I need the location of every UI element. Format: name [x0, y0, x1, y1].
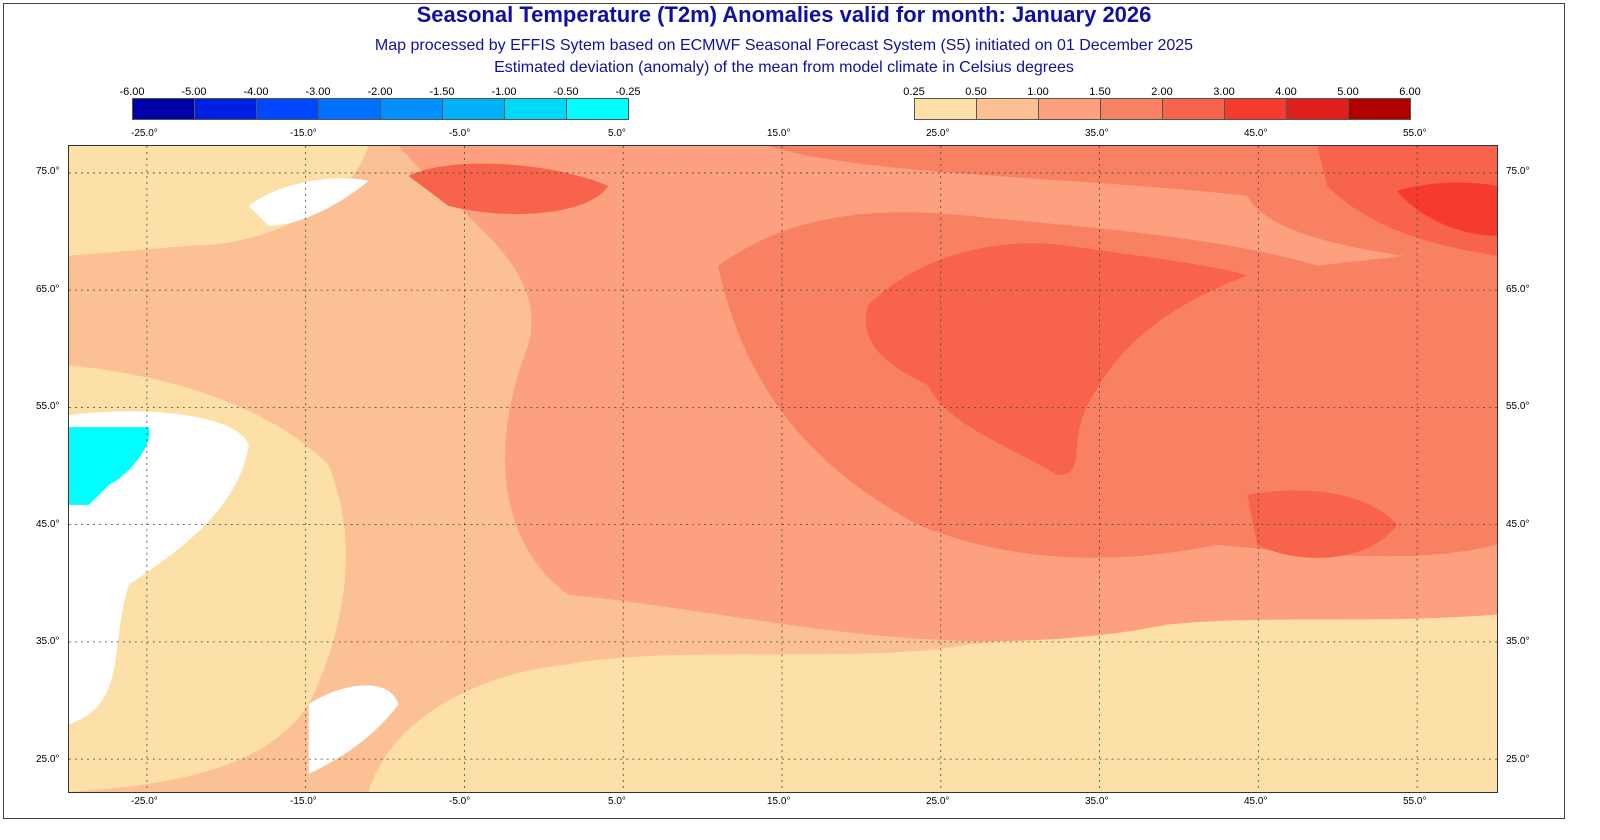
near-zero-greenland — [248, 178, 369, 226]
legend-negative-anomalies — [132, 98, 629, 120]
latitude-label: 55.0° — [36, 401, 60, 413]
anomaly-0.25-0.5-greenland — [69, 146, 369, 256]
latitude-label: 25.0° — [1506, 754, 1530, 765]
legend-label: -1.00 — [491, 86, 517, 98]
latitude-label: 65.0° — [1506, 283, 1530, 295]
legend-swatch — [318, 98, 381, 120]
legend-label: -2.00 — [367, 86, 393, 98]
legend-label: -5.00 — [181, 86, 207, 98]
legend-label: -4.00 — [243, 86, 269, 98]
longitude-label: 35.0° — [1085, 128, 1109, 139]
legend-swatch — [256, 98, 319, 120]
legend-label: -3.00 — [305, 86, 331, 98]
latitude-label: 75.0° — [1506, 166, 1530, 177]
legend-label: 2.00 — [1151, 86, 1173, 98]
legend-label: -1.50 — [429, 86, 455, 98]
longitude-label: 55.0° — [1403, 128, 1427, 139]
anomaly-negative-atlantic — [69, 427, 150, 505]
legend-label: 0.25 — [903, 86, 925, 98]
longitude-label: 25.0° — [926, 128, 950, 139]
legend-swatch — [380, 98, 443, 120]
legend-label: -0.25 — [615, 86, 641, 98]
legend-swatch — [1286, 98, 1349, 120]
legend-swatch — [914, 98, 977, 120]
legend-label: 3.00 — [1213, 86, 1235, 98]
anomaly-3.0-4.0-barents — [1397, 182, 1497, 236]
outer-frame — [3, 3, 1565, 819]
legend-swatch — [504, 98, 567, 120]
latitude-label: 45.0° — [1506, 518, 1530, 530]
longitude-label: 5.0° — [608, 128, 626, 139]
legend-swatch — [132, 98, 195, 120]
latitude-label: 65.0° — [36, 283, 60, 295]
legend-label: 0.50 — [965, 86, 987, 98]
legend-label: 6.00 — [1399, 86, 1421, 98]
longitude-label: -15.0° — [290, 796, 317, 807]
longitude-label: 45.0° — [1244, 796, 1268, 807]
latitude-label: 55.0° — [1506, 401, 1530, 413]
near-zero-morocco — [308, 685, 399, 775]
legend-swatch — [1224, 98, 1287, 120]
longitude-label: 5.0° — [608, 796, 626, 807]
map-title: Seasonal Temperature (T2m) Anomalies val… — [416, 2, 1152, 27]
longitude-label: -25.0° — [131, 128, 158, 139]
graticule — [69, 146, 1497, 792]
anomaly-0.25-0.5-south — [368, 594, 1497, 792]
anomaly-2.0-3.0-norwegian-sea — [408, 163, 609, 214]
anomaly-1.5-2.0-arctic — [768, 146, 1497, 266]
longitude-label: -5.0° — [449, 796, 471, 807]
latitude-label: 45.0° — [36, 518, 60, 530]
legend-swatch — [194, 98, 257, 120]
anomaly-2.0-3.0-caspian — [1247, 490, 1398, 558]
legend-swatch — [566, 98, 629, 120]
legend-swatch — [976, 98, 1039, 120]
legend-label: -6.00 — [119, 86, 145, 98]
map-subtitle-description: Estimated deviation (anomaly) of the mea… — [494, 59, 1074, 76]
longitude-label: 35.0° — [1085, 796, 1109, 807]
legend-swatch — [1162, 98, 1225, 120]
longitude-label: 15.0° — [767, 128, 791, 139]
map-subtitle-system: Map processed by EFFIS Sytem based on EC… — [374, 37, 1194, 54]
legend-positive-anomalies — [914, 98, 1411, 120]
near-zero-atlantic — [69, 411, 249, 725]
longitude-label: 45.0° — [1244, 128, 1268, 139]
legend-swatch — [1038, 98, 1101, 120]
longitude-label: 55.0° — [1403, 796, 1427, 807]
legend-swatch — [1100, 98, 1163, 120]
longitude-label: -15.0° — [290, 128, 317, 139]
longitude-label: -25.0° — [131, 796, 158, 807]
legend-label: 5.00 — [1337, 86, 1359, 98]
longitude-label: 25.0° — [926, 796, 950, 807]
legend-label: 1.50 — [1089, 86, 1111, 98]
anomaly-map — [68, 145, 1498, 793]
latitude-label: 75.0° — [36, 166, 60, 177]
longitude-label: -5.0° — [449, 128, 471, 139]
anomaly-2.0-3.0-russia — [865, 243, 1248, 475]
legend-label: 4.00 — [1275, 86, 1297, 98]
longitude-label: 15.0° — [767, 796, 791, 807]
legend-swatch — [1348, 98, 1411, 120]
legend-label: -0.50 — [553, 86, 579, 98]
legend-label: 1.00 — [1027, 86, 1049, 98]
latitude-label: 35.0° — [36, 636, 60, 648]
legend-swatch — [442, 98, 505, 120]
latitude-label: 35.0° — [1506, 636, 1530, 648]
latitude-label: 25.0° — [36, 754, 60, 765]
